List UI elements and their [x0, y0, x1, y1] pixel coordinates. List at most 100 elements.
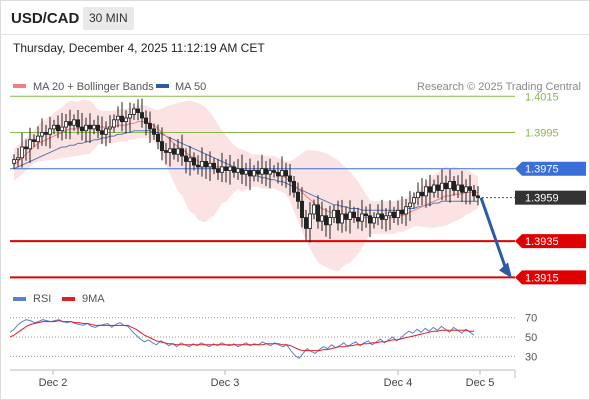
candle-body	[407, 202, 412, 208]
candle-body	[431, 184, 436, 193]
arrow-head	[499, 262, 512, 279]
candle-body	[371, 217, 376, 224]
candle-body	[303, 217, 308, 229]
candle-body	[327, 217, 332, 226]
candle-body	[291, 180, 296, 193]
rsi-tick-50: 50	[525, 332, 537, 344]
candle-body	[183, 155, 188, 162]
candle-body	[471, 190, 476, 197]
candle-body	[203, 161, 208, 168]
candle-body	[435, 184, 440, 191]
candle-body	[124, 117, 129, 123]
candle-body	[387, 211, 392, 217]
candle-body	[367, 215, 372, 224]
ma9-legend-label: 9MA	[82, 293, 105, 305]
candle-body	[96, 124, 101, 132]
candle-body	[84, 124, 89, 132]
candle-body	[195, 164, 200, 168]
level-tag-1.3975	[515, 161, 586, 176]
candle-body	[211, 162, 216, 170]
candle-body	[127, 113, 132, 119]
candle-body	[447, 180, 452, 190]
candle-body	[419, 191, 424, 197]
last-price-label: 1.3959	[525, 193, 559, 205]
candle-body	[187, 157, 192, 162]
x-axis: Dec 2 Dec 3 Dec 4 Dec 5	[10, 369, 516, 389]
candle-body	[19, 146, 24, 159]
timestamp: Thursday, December 4, 2025 11:12:19 AM C…	[13, 41, 265, 55]
candle-body	[215, 168, 220, 173]
forecast-arrow	[479, 197, 512, 279]
candle-body	[167, 148, 172, 153]
candle-body	[239, 168, 244, 175]
candle-body	[271, 170, 276, 173]
candle-body	[307, 213, 312, 229]
rsi-line	[9, 319, 475, 359]
candle-body	[27, 139, 32, 150]
candle-body	[36, 135, 41, 142]
candle-body	[40, 132, 45, 137]
candle-body	[359, 213, 364, 222]
symbol-title: USD/CAD	[11, 10, 80, 27]
candle-body	[335, 209, 340, 224]
candle-body	[227, 166, 232, 171]
arrow-shaft	[479, 197, 508, 270]
candle-body	[60, 126, 65, 132]
candle-body	[147, 123, 152, 130]
candle-body	[391, 211, 396, 218]
candle-body	[379, 213, 384, 220]
timeframe-badge[interactable]: 30 MIN	[83, 7, 134, 30]
candle-body	[235, 168, 240, 173]
candle-body	[279, 170, 284, 177]
candle-body	[347, 211, 352, 220]
candle-body	[299, 200, 304, 218]
candle-body	[112, 119, 117, 128]
ma20-legend-label: MA 20 + Bollinger Bands	[33, 81, 154, 93]
x-tick-label-1: Dec 3	[211, 377, 240, 389]
candle-body	[92, 124, 97, 130]
candle-body	[403, 206, 408, 215]
candle-body	[243, 170, 248, 175]
header-divider	[0, 34, 590, 35]
ma50-legend-label: MA 50	[175, 81, 206, 93]
candle-body	[287, 175, 292, 182]
candle-body	[311, 204, 316, 215]
candle-body	[459, 184, 464, 193]
x-tick-label-0: Dec 2	[39, 377, 68, 389]
candle-body	[383, 215, 388, 220]
candle-body	[135, 108, 140, 113]
candle-body	[131, 108, 136, 115]
candle-body	[139, 112, 144, 119]
candle-body	[331, 209, 336, 218]
candle-body	[263, 168, 268, 175]
candle-body	[155, 133, 160, 142]
candle-body	[255, 170, 260, 175]
candle-body	[439, 182, 444, 191]
candle-body	[223, 166, 228, 171]
candle-body	[231, 166, 236, 173]
candle-body	[44, 132, 49, 135]
last-price-tag	[515, 190, 586, 205]
candle-body	[351, 211, 356, 218]
candle-body	[323, 215, 328, 226]
candle-body	[475, 195, 480, 199]
candle-body	[163, 150, 168, 153]
level-label-1.4015: 1.4015	[525, 91, 559, 103]
candle-body	[275, 171, 280, 177]
candle-body	[56, 124, 61, 132]
candle-body	[120, 115, 125, 123]
x-tick-label-3: Dec 5	[466, 377, 495, 389]
candle-body	[467, 186, 472, 191]
candle-body	[399, 209, 404, 215]
candle-body	[319, 215, 324, 222]
candle-body	[143, 117, 148, 124]
ma9-legend-swatch	[62, 297, 75, 301]
candle-body	[363, 213, 368, 217]
level-tag-1.3915	[515, 270, 586, 285]
candle-body	[411, 197, 416, 204]
candle-body	[207, 162, 212, 168]
candle-body	[343, 213, 348, 220]
rsi-ma9-line	[9, 320, 474, 352]
candle-body	[259, 168, 264, 175]
